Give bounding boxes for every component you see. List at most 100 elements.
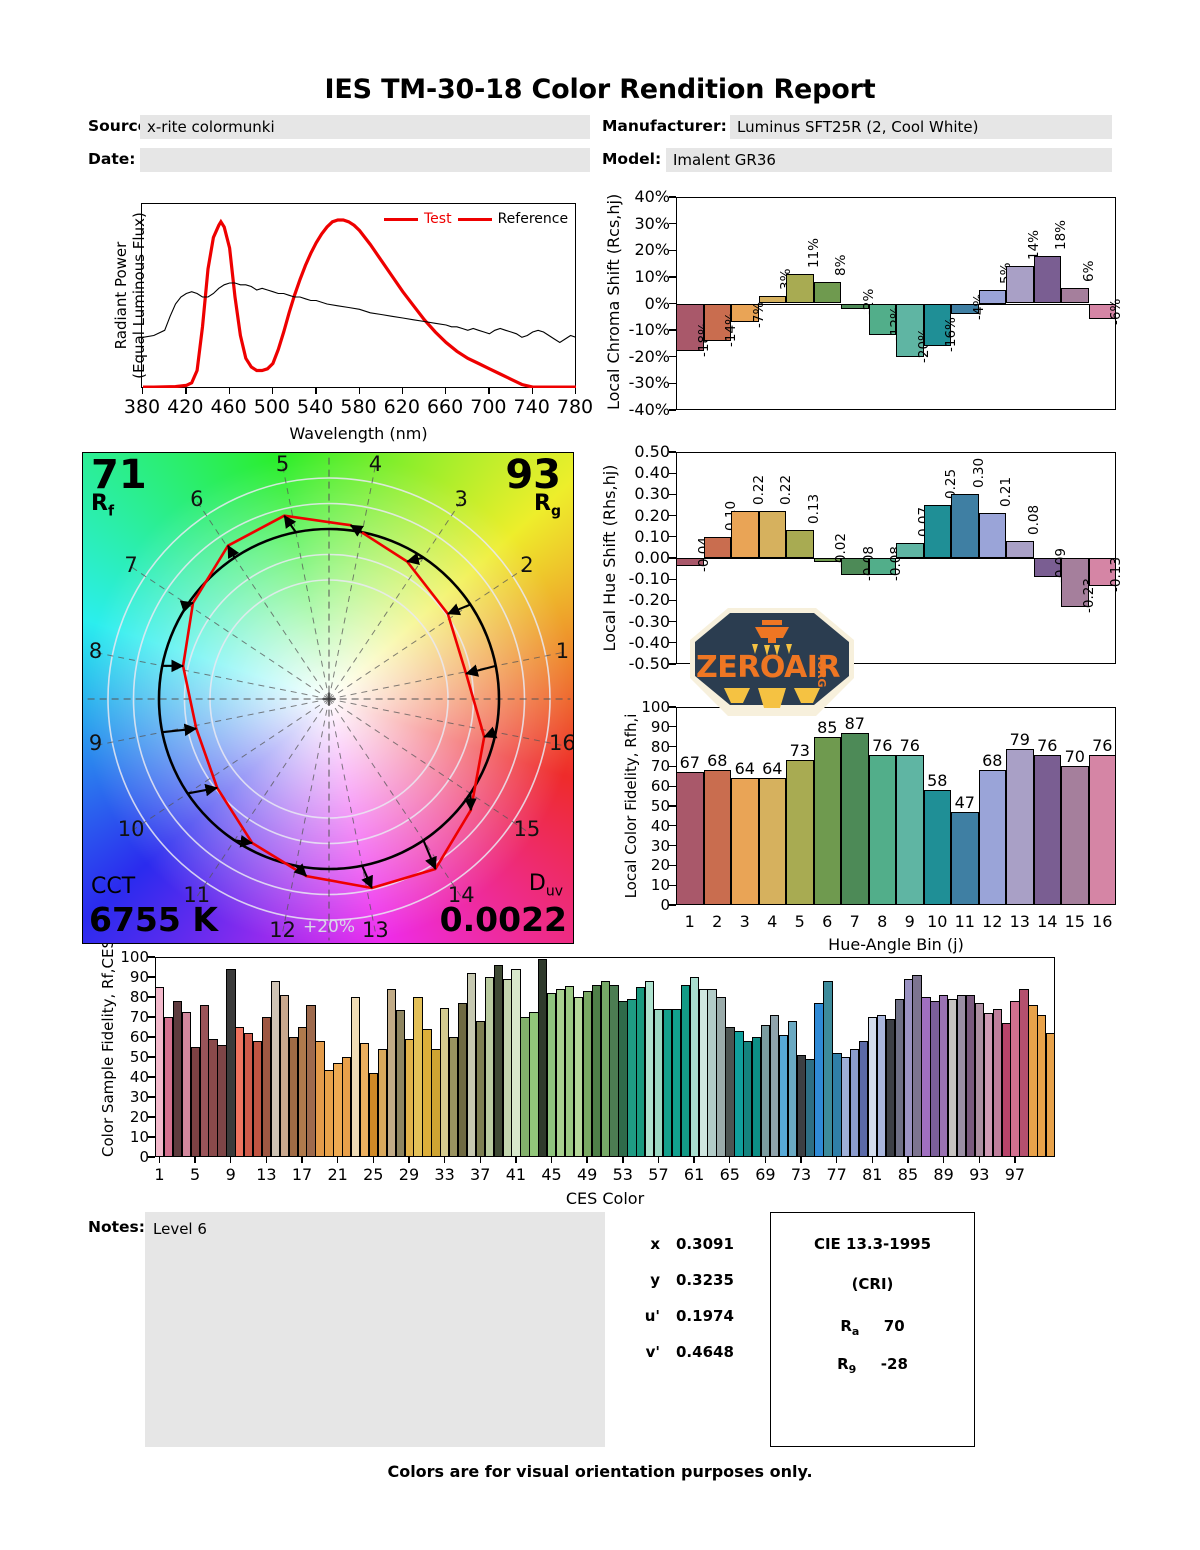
fidelity-bar — [813, 736, 841, 905]
hue-bar-label: 0.13 — [805, 494, 822, 525]
ces-xtick-label: 25 — [363, 1165, 384, 1184]
chroma-ytick — [669, 222, 676, 225]
ces-bar — [832, 1053, 842, 1157]
chromaticity-value: 0.3235 — [676, 1271, 734, 1289]
ces-bar — [912, 975, 922, 1157]
spd-xtick — [185, 388, 187, 394]
ces-ytick — [148, 956, 155, 958]
ces-bar — [404, 1039, 414, 1157]
cvg-bin-number: 15 — [513, 817, 541, 842]
cvg-spoke — [194, 498, 330, 700]
ces-bar — [805, 1059, 815, 1157]
fidelity-ytick-label: 80 — [650, 737, 670, 756]
rf-label: Rf — [91, 491, 115, 520]
ces-ytick-label: 80 — [129, 988, 149, 1006]
ces-bar — [654, 1009, 664, 1157]
fidelity-xtick-label: 3 — [739, 912, 750, 931]
ces-bar — [208, 1039, 218, 1157]
ces-bar — [867, 1017, 878, 1157]
fidelity-ytick — [669, 805, 676, 807]
ces-xtick — [729, 1157, 731, 1163]
chroma-ytick-label: 20% — [634, 240, 670, 260]
ces-bar — [769, 1015, 780, 1157]
ces-xtick — [693, 1157, 695, 1163]
spd-series-reference — [143, 282, 576, 344]
source-label: Source: — [88, 117, 155, 135]
spd-legend: Test Reference — [384, 211, 568, 227]
ces-bar — [199, 1005, 209, 1157]
ces-xtick — [479, 1157, 481, 1163]
chroma-yaxis-label: Local Chroma Shift (Rcs,hj) — [604, 193, 623, 410]
notes-text: Level 6 — [153, 1220, 207, 1238]
chroma-ytick-label: -30% — [628, 373, 670, 393]
page-title: IES TM-30-18 Color Rendition Report — [324, 74, 876, 105]
ces-xtick-label: 81 — [862, 1165, 883, 1184]
hue-ytick-label: 0.20 — [634, 505, 670, 525]
fidelity-ytick-label: 20 — [650, 856, 670, 875]
date-value[interactable] — [140, 148, 590, 172]
hue-zero-line — [676, 558, 1116, 560]
chroma-bar-label: 11% — [805, 238, 822, 269]
manufacturer-value[interactable]: Luminus SFT25R (2, Cool White) — [730, 115, 1112, 139]
cvg-shift-arrow — [234, 835, 254, 848]
spd-xtick — [445, 388, 447, 394]
hue-bar-label: 0.30 — [970, 458, 987, 489]
zeroair-logo: ZEROAIR .ORG — [684, 604, 860, 724]
ces-bar — [956, 995, 967, 1157]
fidelity-ytick-label: 30 — [650, 836, 670, 855]
ces-bar — [948, 999, 958, 1157]
cvg-spoke — [328, 651, 566, 700]
cvg-shift-arrow — [447, 603, 471, 616]
fidelity-ytick — [669, 884, 676, 886]
ces-bar — [636, 987, 646, 1157]
model-value[interactable]: Imalent GR36 — [666, 148, 1112, 172]
ces-bar — [778, 1035, 789, 1157]
ces-xtick — [586, 1157, 588, 1163]
hue-ytick-label: -0.50 — [628, 654, 670, 673]
ces-xtick-label: 65 — [719, 1165, 740, 1184]
chroma-ytick — [669, 329, 676, 331]
cvg-spoke — [194, 698, 330, 900]
fidelity-bar — [758, 778, 786, 905]
ces-bar — [662, 1009, 673, 1157]
spd-xtick — [488, 388, 490, 394]
chroma-ytick — [669, 302, 676, 305]
ces-bar — [333, 1063, 343, 1157]
legend-swatch-test — [384, 217, 418, 221]
fidelity-xtick-label: 12 — [982, 912, 1003, 931]
ces-ytick — [148, 1156, 155, 1158]
fidelity-bar — [868, 754, 896, 905]
ring-scale-label: +20% — [303, 916, 356, 937]
hue-ytick — [669, 493, 676, 496]
fidelity-xtick-label: 2 — [712, 912, 723, 931]
source-value[interactable]: x-rite colormunki — [140, 115, 590, 139]
ces-bar — [734, 1031, 744, 1157]
fidelity-bar — [676, 772, 704, 905]
fidelity-xtick-label: 7 — [849, 912, 860, 931]
fidelity-bar-label: 85 — [817, 717, 838, 737]
cvg-spoke — [281, 698, 330, 936]
ces-xtick-label: 85 — [897, 1165, 919, 1184]
ces-ytick — [148, 1136, 155, 1138]
color-vector-graphic: 71 Rf 93 Rg CCT 6755 K Duv 0.0022 +20% 1… — [82, 452, 574, 944]
ces-bar — [163, 1017, 174, 1157]
fidelity-bar-label: 64 — [762, 759, 783, 779]
ces-bar — [983, 1013, 993, 1157]
ces-bar — [689, 977, 699, 1157]
ces-ytick — [148, 976, 155, 978]
ces-xtick-label: 69 — [755, 1165, 776, 1184]
cvg-bin-number: 2 — [520, 552, 534, 577]
fidelity-ytick-label: 10 — [650, 876, 670, 895]
fidelity-bar-label: 58 — [927, 771, 948, 791]
ces-ytick — [148, 1116, 155, 1118]
ces-xtick — [336, 1157, 339, 1163]
hue-bar — [896, 543, 924, 558]
notes-box[interactable]: Level 6 — [145, 1212, 605, 1447]
ces-bar — [876, 1015, 887, 1157]
cri-standard: CIE 13.3-1995 — [813, 1235, 932, 1253]
ces-yaxis-label: Color Sample Fidelity, Rf,CESi — [99, 934, 117, 1157]
hue-ytick — [669, 620, 676, 623]
ces-ytick-label: 50 — [129, 1048, 149, 1066]
chroma-ytick-label: 30% — [634, 213, 670, 233]
ces-bar — [190, 1047, 200, 1157]
